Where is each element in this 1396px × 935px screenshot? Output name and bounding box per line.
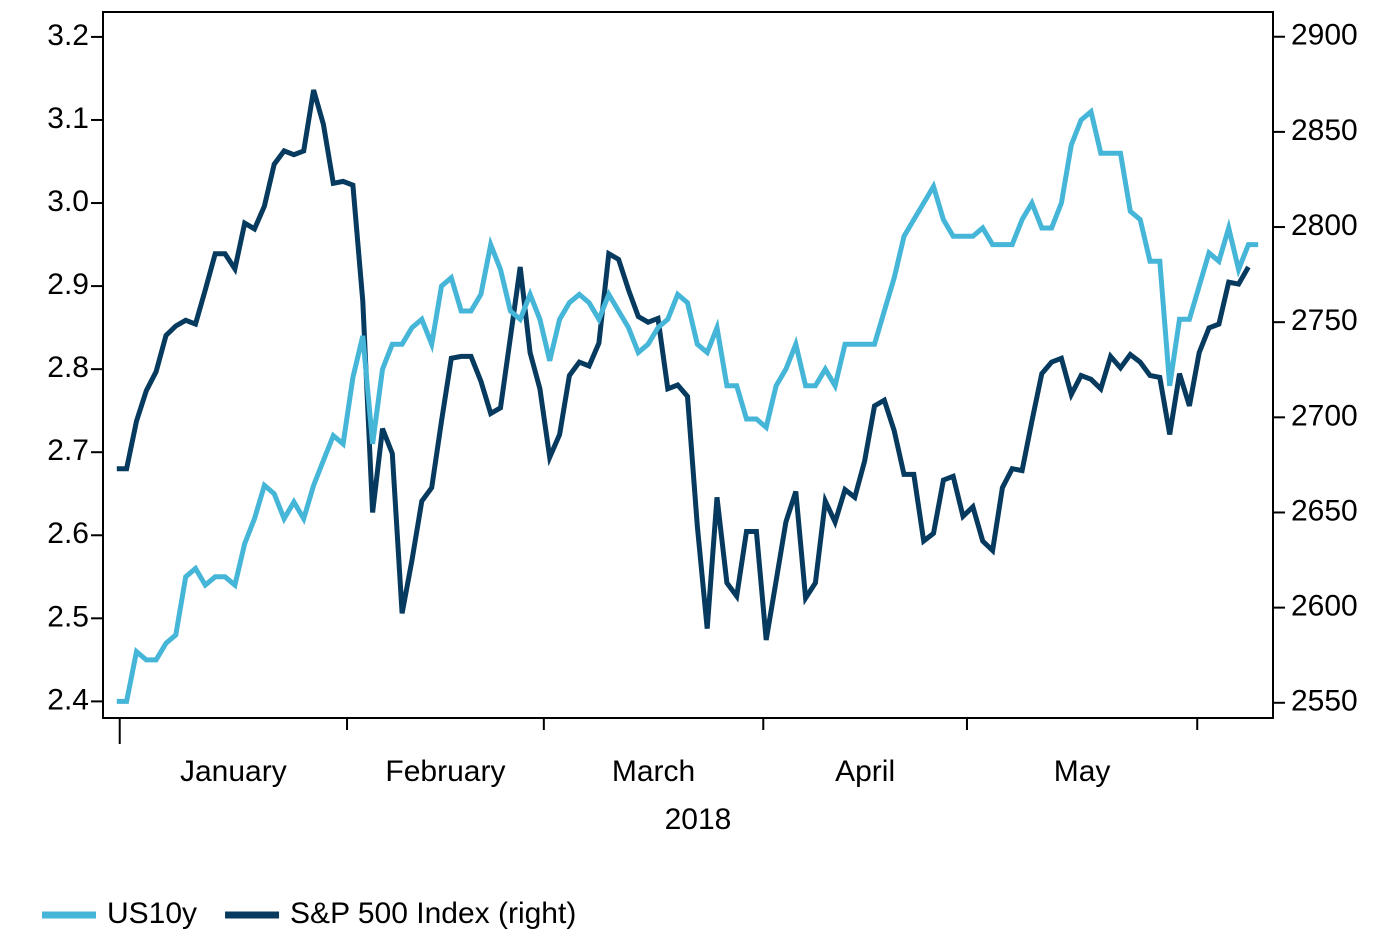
y-tick-label: 3.2 — [47, 19, 89, 52]
y2-tick-label: 2550 — [1291, 685, 1358, 718]
x-group-label: January — [180, 755, 287, 788]
y2-tick-label: 2900 — [1291, 19, 1358, 52]
y-tick-label: 2.8 — [47, 351, 89, 384]
series-line — [116, 89, 1251, 641]
y2-tick-label: 2850 — [1291, 114, 1358, 147]
y2-tick-label: 2800 — [1291, 209, 1358, 242]
series-line — [116, 107, 1259, 704]
x-group-label: May — [1054, 755, 1111, 788]
y2-tick-label: 2700 — [1291, 399, 1358, 432]
y2-tick-label: 2600 — [1291, 590, 1358, 623]
x-group-label: April — [835, 755, 895, 788]
plot-frame — [102, 11, 1274, 719]
y-tick-label: 3.1 — [47, 102, 89, 135]
y-tick-label: 2.7 — [47, 434, 89, 467]
y-tick-label: 2.9 — [47, 268, 89, 301]
y-tick-label: 3.0 — [47, 185, 89, 218]
y-tick-label: 2.6 — [47, 517, 89, 550]
y2-tick-label: 2650 — [1291, 494, 1358, 527]
x-axis-label: 2018 — [665, 803, 732, 836]
y-tick-label: 2.4 — [47, 683, 89, 716]
y2-tick-label: 2750 — [1291, 304, 1358, 337]
y-tick-label: 2.5 — [47, 600, 89, 633]
x-group-label: March — [612, 755, 695, 788]
legend-label: US10y — [107, 897, 197, 930]
legend-label: S&P 500 Index (right) — [290, 897, 576, 930]
x-group-label: February — [385, 755, 505, 788]
